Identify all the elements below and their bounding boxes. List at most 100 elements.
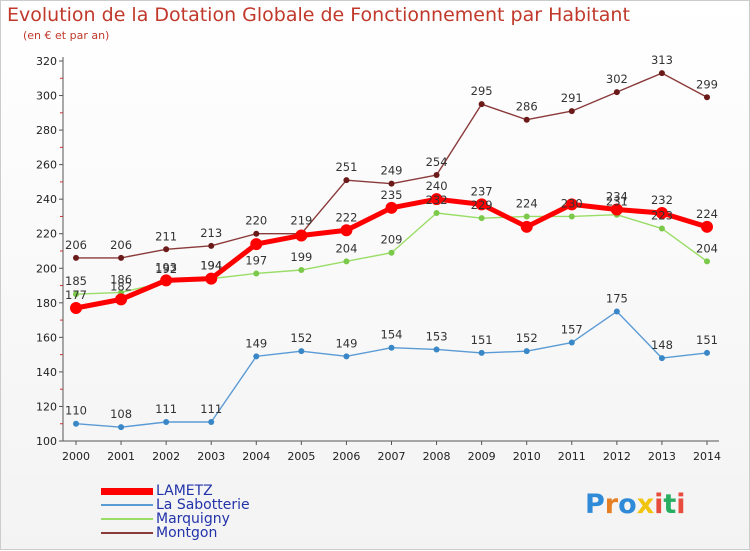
x-tick-label: 2008	[423, 450, 451, 463]
data-label-montgon: 254	[426, 155, 448, 169]
data-label-marquigny: 230	[561, 196, 583, 210]
data-label-la-sabotterie: 151	[696, 333, 718, 347]
legend-swatch-montgon	[101, 532, 153, 534]
point-marquigny	[524, 213, 530, 219]
point-montgon	[704, 94, 710, 100]
data-label-marquigny: 229	[471, 198, 493, 212]
data-label-marquigny: 197	[245, 253, 267, 267]
point-marquigny	[569, 213, 575, 219]
x-tick-label: 2003	[197, 450, 225, 463]
point-lametz	[521, 221, 532, 232]
x-tick-label: 2013	[648, 450, 676, 463]
x-tick-label: 2000	[62, 450, 90, 463]
point-montgon	[569, 108, 575, 114]
x-tick-label: 2002	[152, 450, 180, 463]
point-marquigny	[659, 226, 665, 232]
point-montgon	[163, 246, 169, 252]
point-montgon	[73, 255, 79, 261]
y-tick-label: 140	[36, 366, 57, 379]
data-label-la-sabotterie: 148	[651, 338, 673, 352]
data-label-la-sabotterie: 149	[245, 336, 267, 350]
data-label-marquigny: 231	[606, 195, 628, 209]
y-tick-label: 100	[36, 435, 57, 448]
data-label-lametz: 240	[426, 179, 448, 193]
data-label-la-sabotterie: 175	[606, 291, 628, 305]
data-label-montgon: 295	[471, 84, 493, 98]
data-label-marquigny: 199	[290, 250, 312, 264]
axes: 1001201401601802002202402602803003202000…	[36, 55, 721, 463]
y-tick-label: 160	[36, 331, 57, 344]
legend-swatch-lametz	[101, 488, 153, 495]
data-label-montgon: 313	[651, 53, 673, 67]
point-la-sabotterie	[614, 308, 620, 314]
x-tick-label: 2006	[332, 450, 360, 463]
data-label-lametz: 237	[471, 184, 493, 198]
y-tick-label: 320	[36, 55, 57, 68]
data-label-montgon: 211	[155, 229, 177, 243]
data-label-lametz: 235	[381, 188, 403, 202]
y-tick-label: 280	[36, 124, 57, 137]
point-lametz	[296, 230, 307, 241]
data-label-montgon: 206	[65, 238, 87, 252]
data-label-la-sabotterie: 153	[426, 329, 448, 343]
data-label-la-sabotterie: 151	[471, 333, 493, 347]
point-montgon	[253, 231, 259, 237]
data-label-montgon: 302	[606, 72, 628, 86]
data-label-lametz: 177	[65, 288, 87, 302]
point-lametz	[341, 225, 352, 236]
x-tick-label: 2009	[468, 450, 496, 463]
point-marquigny	[479, 215, 485, 221]
x-tick-label: 2004	[242, 450, 270, 463]
data-label-la-sabotterie: 108	[110, 407, 132, 421]
point-montgon	[118, 255, 124, 261]
point-montgon	[434, 172, 440, 178]
point-la-sabotterie	[434, 346, 440, 352]
point-montgon	[524, 117, 530, 123]
point-montgon	[614, 89, 620, 95]
point-la-sabotterie	[73, 421, 79, 427]
data-label-montgon: 286	[516, 100, 538, 114]
x-tick-label: 2001	[107, 450, 135, 463]
data-label-marquigny: 232	[426, 193, 448, 207]
point-la-sabotterie	[208, 419, 214, 425]
data-label-la-sabotterie: 110	[65, 404, 87, 418]
point-la-sabotterie	[704, 350, 710, 356]
point-marquigny	[343, 258, 349, 264]
data-label-montgon: 219	[290, 214, 312, 228]
data-label-lametz: 222	[335, 210, 357, 224]
data-label-montgon: 299	[696, 77, 718, 91]
data-label-montgon: 213	[200, 226, 222, 240]
point-lametz	[116, 294, 127, 305]
legend-label-montgon: Montgon	[156, 525, 217, 541]
data-label-montgon: 291	[561, 91, 583, 105]
point-lametz	[702, 221, 713, 232]
data-label-marquigny: 223	[651, 209, 673, 223]
point-montgon	[208, 243, 214, 249]
legend-swatch-marquigny	[101, 518, 153, 520]
point-lametz	[386, 202, 397, 213]
y-tick-label: 240	[36, 193, 57, 206]
data-label-la-sabotterie: 157	[561, 323, 583, 337]
data-label-marquigny: 192	[155, 262, 177, 276]
data-label-la-sabotterie: 154	[381, 328, 403, 342]
data-label-marquigny: 204	[335, 241, 357, 255]
data-label-marquigny: 186	[110, 272, 132, 286]
line-chart: 1001201401601802002202402602803003202000…	[1, 1, 750, 551]
data-label-marquigny: 209	[381, 233, 403, 247]
x-tick-label: 2007	[378, 450, 406, 463]
data-label-marquigny: 185	[65, 274, 87, 288]
point-la-sabotterie	[524, 348, 530, 354]
point-la-sabotterie	[163, 419, 169, 425]
x-tick-label: 2014	[693, 450, 721, 463]
point-marquigny	[704, 258, 710, 264]
point-la-sabotterie	[253, 353, 259, 359]
data-label-la-sabotterie: 152	[516, 331, 538, 345]
point-la-sabotterie	[659, 355, 665, 361]
point-la-sabotterie	[479, 350, 485, 356]
point-marquigny	[434, 210, 440, 216]
point-montgon	[343, 177, 349, 183]
legend-swatch-la-sabotterie	[101, 504, 153, 506]
data-label-montgon: 249	[381, 164, 403, 178]
data-label-marquigny: 224	[516, 196, 538, 210]
chart-frame: Evolution de la Dotation Globale de Fonc…	[0, 0, 750, 550]
